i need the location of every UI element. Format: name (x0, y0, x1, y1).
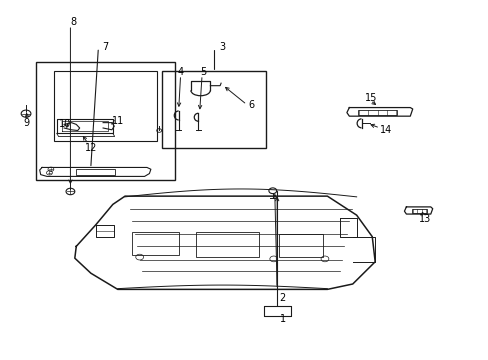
Bar (195, 232, 259, 257)
Text: 10: 10 (59, 120, 71, 129)
Bar (76, 169, 115, 175)
Bar (54, 71, 157, 140)
Text: 5: 5 (200, 67, 206, 77)
Text: 15: 15 (365, 93, 377, 103)
Text: 2: 2 (279, 293, 285, 303)
Text: 9: 9 (23, 118, 29, 128)
Bar (411, 209, 427, 213)
Text: 11: 11 (111, 116, 123, 126)
Bar (132, 232, 178, 255)
Text: 4: 4 (177, 67, 183, 77)
Text: 12: 12 (84, 143, 97, 153)
Text: 1: 1 (279, 314, 285, 324)
Bar (278, 234, 322, 257)
Text: 8: 8 (71, 17, 77, 27)
Bar (161, 71, 266, 148)
Text: 6: 6 (248, 100, 254, 110)
Text: 14: 14 (379, 125, 391, 135)
Bar (36, 62, 174, 180)
Text: 3: 3 (219, 42, 225, 52)
Text: 13: 13 (418, 215, 430, 224)
Bar (357, 110, 396, 115)
Text: 7: 7 (102, 42, 108, 52)
